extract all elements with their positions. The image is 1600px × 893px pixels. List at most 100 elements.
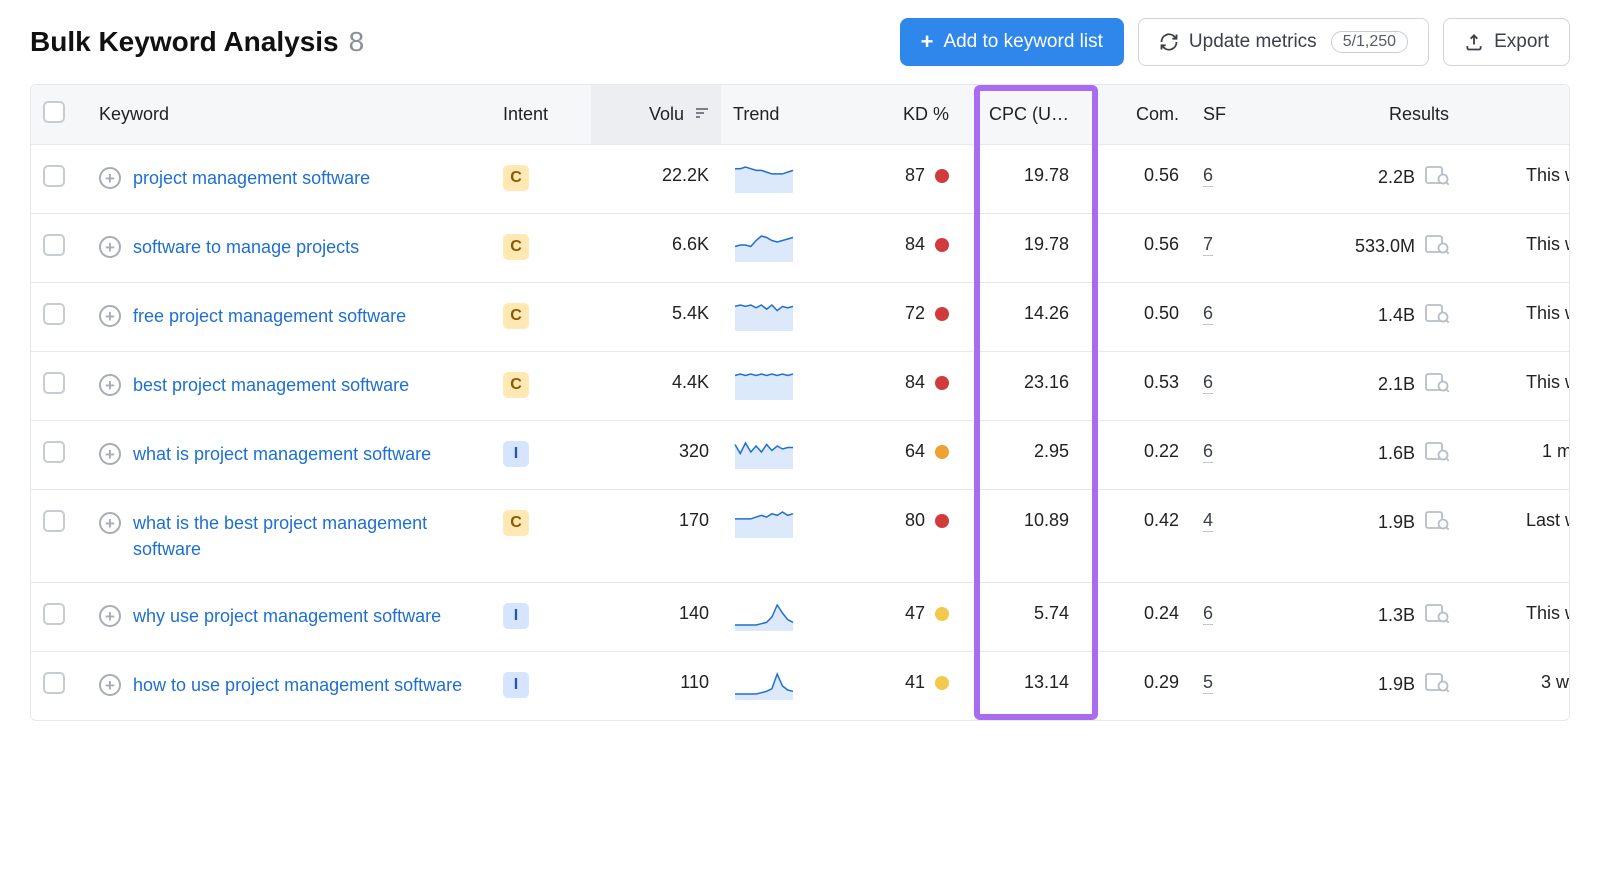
- keyword-link[interactable]: how to use project management software: [133, 672, 462, 698]
- update-metrics-button[interactable]: Update metrics 5/1,250: [1138, 18, 1429, 66]
- select-all-checkbox[interactable]: [43, 101, 65, 123]
- col-sf[interactable]: SF: [1191, 85, 1261, 145]
- updated-value: This week: [1526, 372, 1570, 393]
- results-value: 1.4B: [1378, 305, 1415, 326]
- serp-icon[interactable]: [1425, 672, 1449, 697]
- serp-icon[interactable]: [1425, 303, 1449, 328]
- header-actions: + Add to keyword list Update metrics 5/1…: [900, 18, 1570, 66]
- plus-icon: +: [921, 31, 934, 53]
- row-checkbox[interactable]: [43, 303, 65, 325]
- col-volume[interactable]: Volu: [591, 85, 721, 145]
- col-com[interactable]: Com.: [1081, 85, 1191, 145]
- serp-icon[interactable]: [1425, 603, 1449, 628]
- serp-icon[interactable]: [1425, 441, 1449, 466]
- serp-icon[interactable]: [1425, 372, 1449, 397]
- row-checkbox[interactable]: [43, 372, 65, 394]
- keyword-link[interactable]: free project management software: [133, 303, 406, 329]
- kd-dot-icon: [935, 376, 949, 390]
- keyword-link[interactable]: why use project management software: [133, 603, 441, 629]
- volume-value: 140: [591, 583, 721, 652]
- sf-value[interactable]: 5: [1203, 672, 1213, 694]
- kd-dot-icon: [935, 514, 949, 528]
- expand-row-button[interactable]: +: [99, 605, 121, 627]
- results-value: 2.2B: [1378, 167, 1415, 188]
- sf-value[interactable]: 6: [1203, 441, 1213, 463]
- expand-row-button[interactable]: +: [99, 443, 121, 465]
- trend-sparkline: [721, 352, 841, 421]
- page-title-count: 8: [349, 26, 365, 58]
- keyword-link[interactable]: software to manage projects: [133, 234, 359, 260]
- intent-badge[interactable]: I: [503, 672, 529, 698]
- com-value: 0.24: [1081, 583, 1191, 652]
- export-button-label: Export: [1494, 31, 1549, 53]
- keyword-link[interactable]: what is project management software: [133, 441, 431, 467]
- col-keyword[interactable]: Keyword: [87, 85, 491, 145]
- com-value: 0.29: [1081, 652, 1191, 721]
- updated-value: This week: [1526, 234, 1570, 255]
- expand-row-button[interactable]: +: [99, 674, 121, 696]
- col-trend[interactable]: Trend: [721, 85, 841, 145]
- results-value: 2.1B: [1378, 374, 1415, 395]
- table-row: + what is the best project management so…: [31, 490, 1570, 583]
- col-intent[interactable]: Intent: [491, 85, 591, 145]
- col-results[interactable]: Results: [1261, 85, 1461, 145]
- keyword-table-wrap: Keyword Intent Volu Trend KD: [30, 84, 1570, 721]
- trend-sparkline: [721, 583, 841, 652]
- add-to-keyword-list-button[interactable]: + Add to keyword list: [900, 18, 1124, 66]
- sf-value[interactable]: 6: [1203, 372, 1213, 394]
- col-updated[interactable]: Updated: [1461, 85, 1570, 145]
- table-row: + why use project management software I …: [31, 583, 1570, 652]
- page-title-wrap: Bulk Keyword Analysis 8: [30, 26, 364, 58]
- row-checkbox[interactable]: [43, 603, 65, 625]
- keyword-link[interactable]: what is the best project management soft…: [133, 510, 479, 562]
- serp-icon[interactable]: [1425, 510, 1449, 535]
- row-checkbox[interactable]: [43, 441, 65, 463]
- row-checkbox[interactable]: [43, 510, 65, 532]
- page-header: Bulk Keyword Analysis 8 + Add to keyword…: [30, 18, 1570, 66]
- intent-badge[interactable]: C: [503, 510, 529, 536]
- table-row: + software to manage projects C 6.6K 84 …: [31, 214, 1570, 283]
- updated-value: This week: [1526, 165, 1570, 186]
- keyword-link[interactable]: project management software: [133, 165, 370, 191]
- table-row: + free project management software C 5.4…: [31, 283, 1570, 352]
- intent-badge[interactable]: I: [503, 603, 529, 629]
- serp-icon[interactable]: [1425, 165, 1449, 190]
- intent-badge[interactable]: C: [503, 372, 529, 398]
- export-button[interactable]: Export: [1443, 18, 1570, 66]
- keyword-link[interactable]: best project management software: [133, 372, 409, 398]
- expand-row-button[interactable]: +: [99, 305, 121, 327]
- intent-badge[interactable]: C: [503, 234, 529, 260]
- com-value: 0.56: [1081, 214, 1191, 283]
- sf-value[interactable]: 6: [1203, 303, 1213, 325]
- volume-value: 22.2K: [591, 145, 721, 214]
- serp-icon[interactable]: [1425, 234, 1449, 259]
- intent-badge[interactable]: C: [503, 303, 529, 329]
- updated-value: This week: [1526, 303, 1570, 324]
- expand-row-button[interactable]: +: [99, 512, 121, 534]
- col-checkbox[interactable]: [31, 85, 87, 145]
- volume-value: 320: [591, 421, 721, 490]
- row-checkbox[interactable]: [43, 234, 65, 256]
- sf-value[interactable]: 4: [1203, 510, 1213, 532]
- kd-dot-icon: [935, 169, 949, 183]
- expand-row-button[interactable]: +: [99, 167, 121, 189]
- col-cpc[interactable]: CPC (U…: [961, 85, 1081, 145]
- updated-value: This week: [1526, 603, 1570, 624]
- intent-badge[interactable]: I: [503, 441, 529, 467]
- results-value: 1.9B: [1378, 512, 1415, 533]
- kd-value: 87: [905, 165, 925, 186]
- com-value: 0.50: [1081, 283, 1191, 352]
- sf-value[interactable]: 7: [1203, 234, 1213, 256]
- row-checkbox[interactable]: [43, 165, 65, 187]
- kd-value: 84: [905, 372, 925, 393]
- row-checkbox[interactable]: [43, 672, 65, 694]
- kd-dot-icon: [935, 445, 949, 459]
- expand-row-button[interactable]: +: [99, 236, 121, 258]
- sf-value[interactable]: 6: [1203, 165, 1213, 187]
- add-button-label: Add to keyword list: [943, 31, 1102, 53]
- table-row: + project management software C 22.2K 87…: [31, 145, 1570, 214]
- intent-badge[interactable]: C: [503, 165, 529, 191]
- sf-value[interactable]: 6: [1203, 603, 1213, 625]
- expand-row-button[interactable]: +: [99, 374, 121, 396]
- col-kd[interactable]: KD %: [841, 85, 961, 145]
